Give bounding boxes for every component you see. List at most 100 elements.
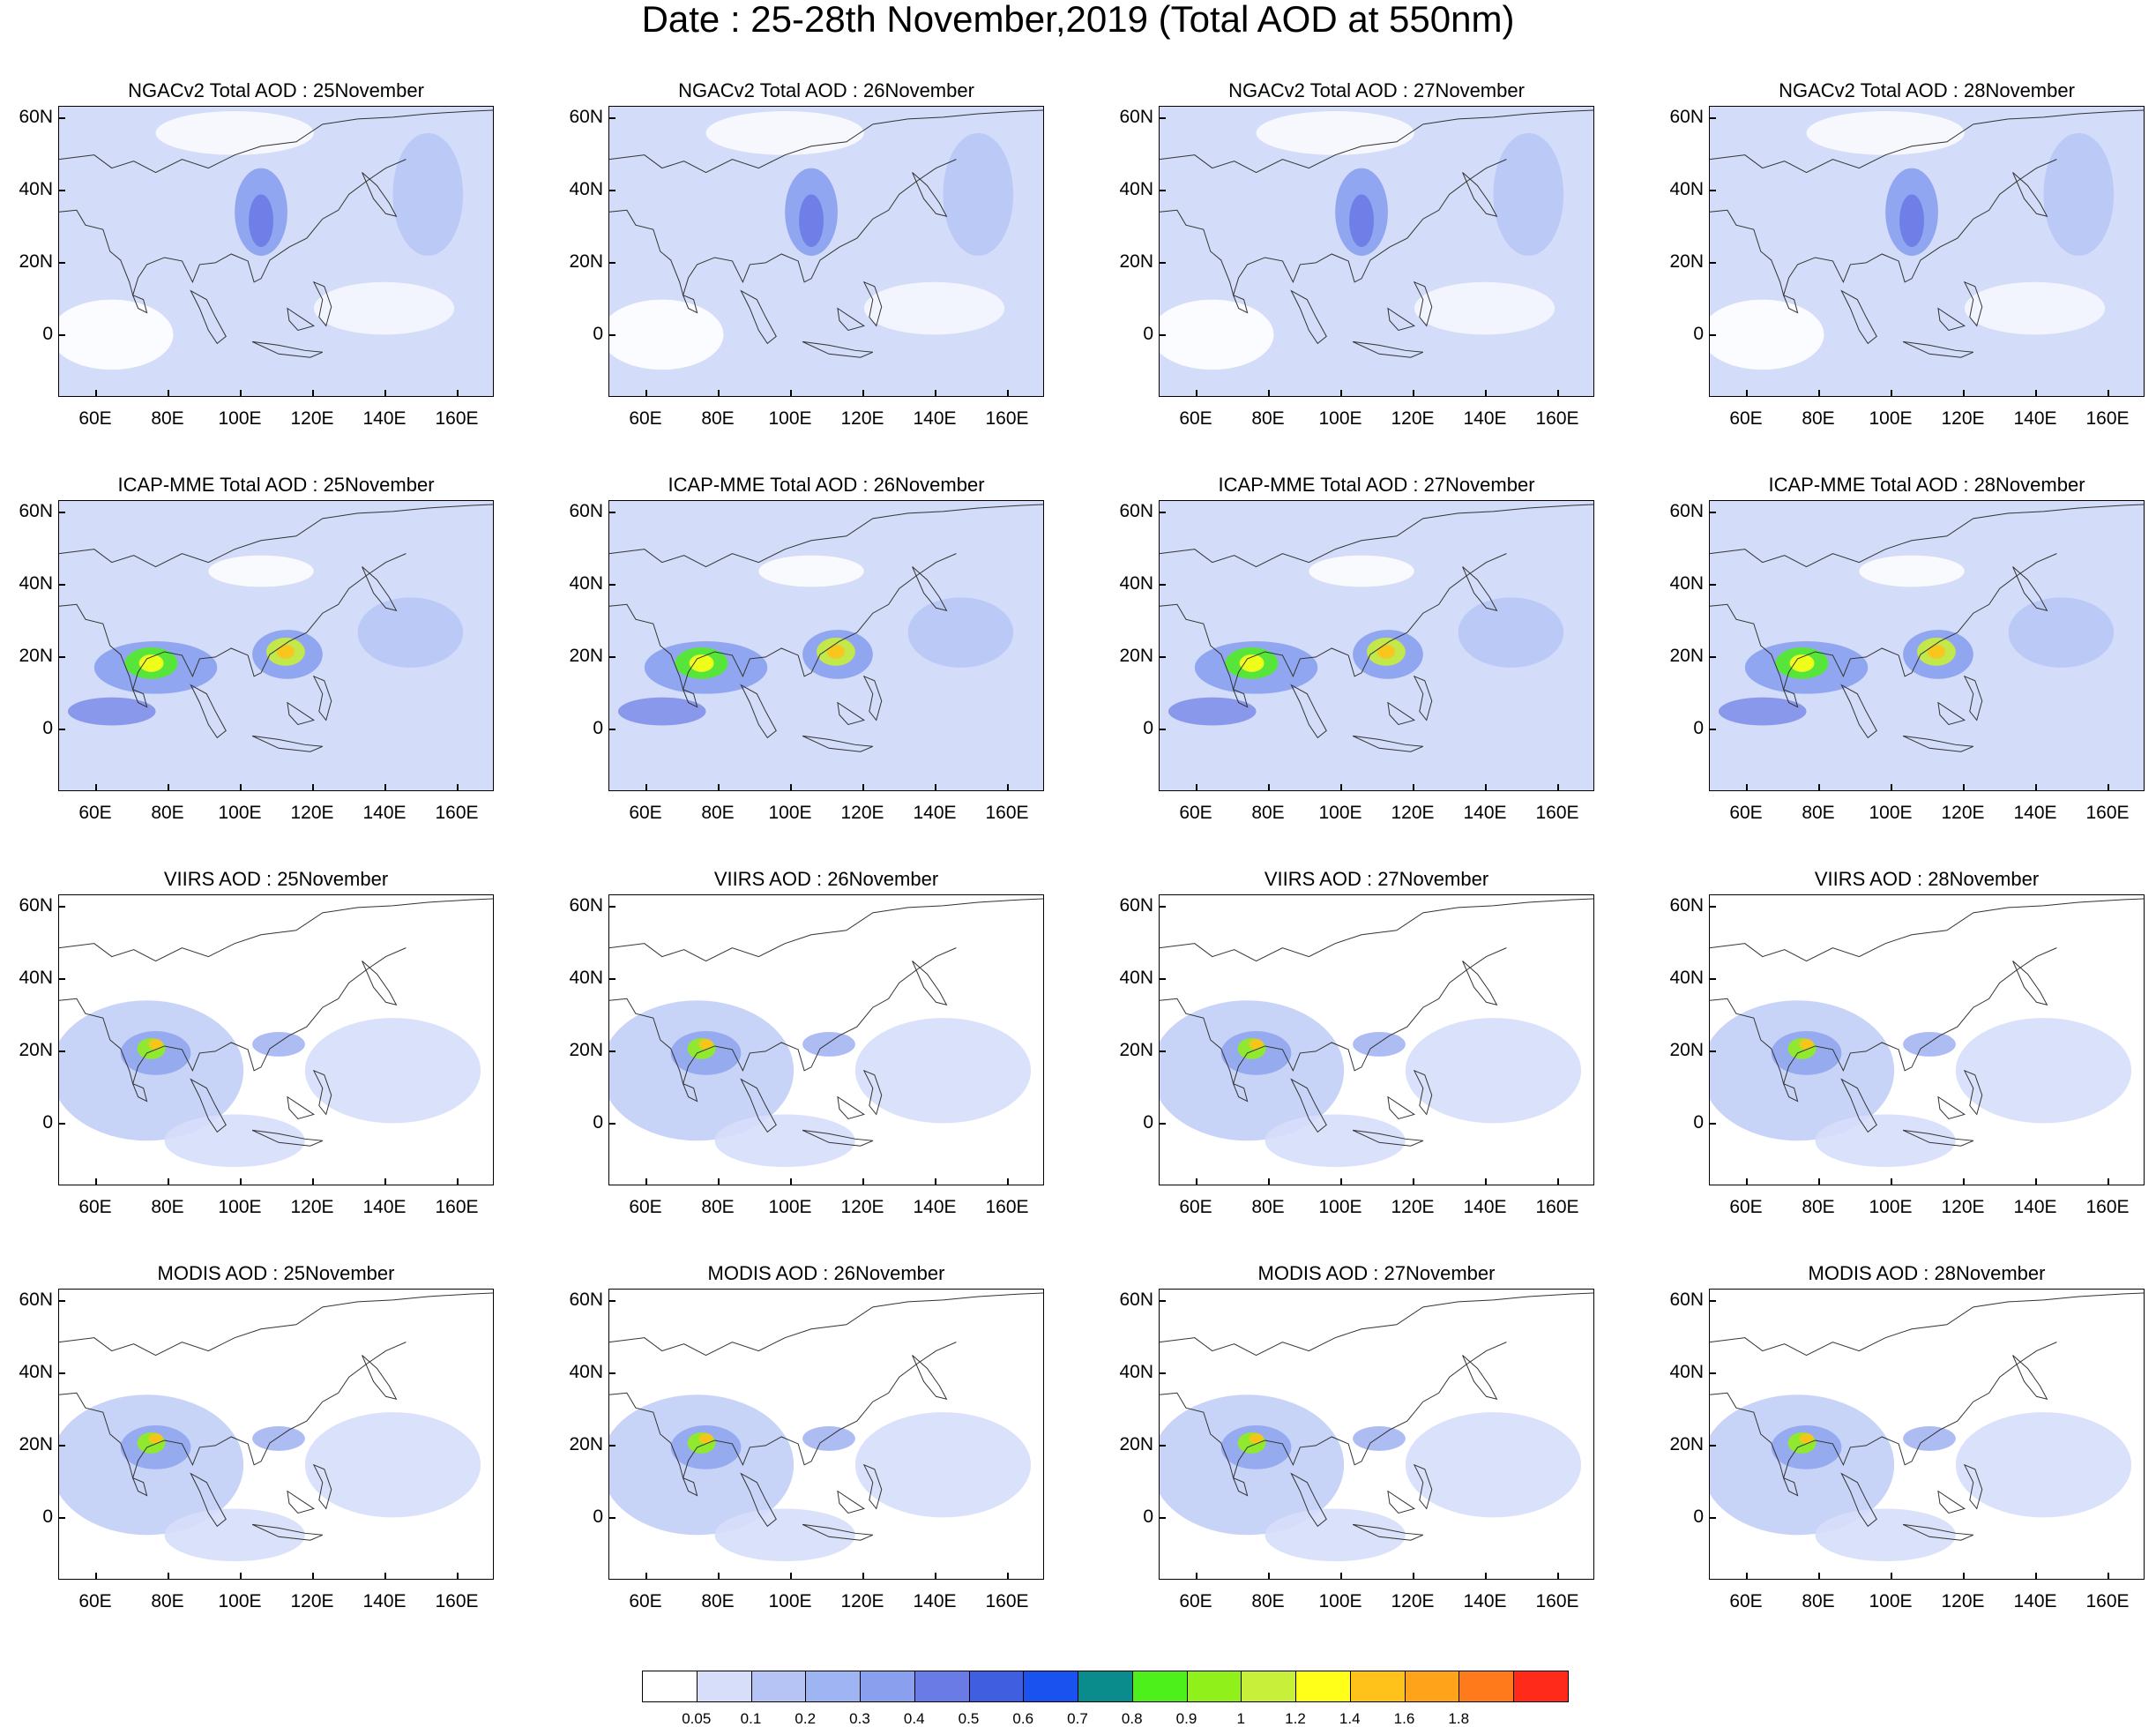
- longitude-tick-label: 160E: [2085, 803, 2130, 823]
- longitude-tick: [935, 1178, 936, 1185]
- longitude-tick-label: 160E: [435, 1591, 479, 1611]
- panel-title: MODIS AOD : 26November: [707, 1262, 945, 1284]
- latitude-tick: [608, 729, 615, 730]
- coastline: [190, 684, 227, 739]
- coastline: [59, 159, 407, 297]
- longitude-tick-label: 160E: [985, 1591, 1029, 1611]
- coastline: [862, 1463, 883, 1510]
- latitude-tick-label: 40N: [1669, 573, 1704, 594]
- longitude-tick: [384, 390, 386, 397]
- latitude-tick: [1159, 656, 1166, 658]
- aod-patch: [1903, 1426, 1956, 1451]
- coastline: [862, 280, 883, 327]
- longitude-tick: [862, 1178, 864, 1185]
- aod-field: [1710, 107, 2144, 396]
- longitude-tick-label: 140E: [913, 803, 957, 823]
- latitude-tick: [608, 1517, 615, 1519]
- longitude-tick: [312, 784, 314, 791]
- map-panel: NGACv2 Total AOD : 28November 60N 40N 20N 0 6…: [1651, 79, 2156, 474]
- longitude-tick: [1818, 784, 1820, 791]
- coastline: [1710, 1342, 2057, 1480]
- latitude-tick-label: 40N: [569, 1362, 603, 1382]
- latitude-tick: [608, 1372, 615, 1374]
- longitude-tick: [1963, 390, 1965, 397]
- coastline: [1290, 289, 1327, 345]
- longitude-tick-label: 80E: [151, 1591, 184, 1611]
- coastline: [1937, 307, 1966, 332]
- aod-patch: [802, 1032, 855, 1057]
- coastline: [1710, 947, 2057, 1086]
- coastline: [251, 1129, 323, 1147]
- aod-patch: [304, 1018, 481, 1124]
- latitude-tick: [58, 334, 65, 336]
- coastline: [912, 172, 948, 217]
- longitude-tick: [1413, 390, 1414, 397]
- coastline: [1902, 1523, 1973, 1541]
- colorbar-label: 0.05: [682, 1710, 712, 1727]
- longitude-tick-label: 140E: [362, 1197, 407, 1217]
- aod-patch: [1859, 555, 1965, 587]
- longitude-tick-label: 140E: [2013, 1197, 2057, 1217]
- colorbar-label: 0.4: [903, 1710, 925, 1727]
- longitude-tick: [1196, 1178, 1197, 1185]
- latitude-tick: [1709, 656, 1716, 658]
- aod-map: [1159, 500, 1594, 791]
- map-panel: MODIS AOD : 28November 60N 40N 20N 0 60E 80E 10…: [1651, 1262, 2156, 1656]
- aod-field: [59, 1290, 493, 1579]
- longitude-tick-label: 80E: [701, 803, 735, 823]
- aod-map: [58, 500, 494, 791]
- latitude-tick: [58, 512, 65, 513]
- longitude-tick-label: 80E: [701, 1591, 735, 1611]
- latitude-tick-label: 40N: [569, 179, 603, 199]
- latitude-tick-label: 0: [593, 718, 603, 738]
- latitude-tick: [1159, 978, 1166, 980]
- coastline: [837, 701, 866, 726]
- longitude-tick: [1196, 390, 1197, 397]
- longitude-tick: [2035, 784, 2037, 791]
- latitude-tick-label: 40N: [1119, 573, 1153, 594]
- latitude-tick: [1709, 729, 1716, 730]
- coastline: [362, 1355, 398, 1400]
- longitude-tick-label: 100E: [768, 1197, 812, 1217]
- latitude-tick: [1159, 1517, 1166, 1519]
- longitude-tick: [1007, 1178, 1009, 1185]
- panel-title: VIIRS AOD : 28November: [1814, 868, 2040, 890]
- coastline: [1937, 1095, 1966, 1120]
- coastline: [190, 1078, 227, 1133]
- longitude-tick-label: 80E: [151, 803, 184, 823]
- longitude-tick-label: 160E: [985, 408, 1029, 429]
- longitude-tick-label: 120E: [1391, 1197, 1435, 1217]
- latitude-tick-label: 20N: [1669, 1434, 1704, 1454]
- coastline: [1387, 307, 1416, 332]
- coastline: [609, 504, 1043, 568]
- coastline: [740, 684, 777, 739]
- aod-map: [608, 1289, 1044, 1580]
- panel-title: VIIRS AOD : 25November: [163, 868, 389, 890]
- coastline: [287, 1490, 316, 1514]
- latitude-tick: [608, 584, 615, 586]
- latitude-tick-label: 40N: [19, 1362, 53, 1382]
- colorbar-label: 0.1: [740, 1710, 762, 1727]
- latitude-tick-label: 20N: [569, 1434, 603, 1454]
- coastline: [609, 898, 1043, 962]
- longitude-tick: [1413, 784, 1414, 791]
- longitude-tick: [2108, 784, 2109, 791]
- aod-patch: [1265, 1508, 1406, 1562]
- latitude-tick-label: 0: [42, 1112, 53, 1133]
- aod-patch: [2043, 132, 2115, 256]
- latitude-tick: [608, 1050, 615, 1052]
- longitude-tick-label: 100E: [1869, 803, 1913, 823]
- colorbar-swatch: [914, 1671, 970, 1702]
- longitude-tick-label: 60E: [629, 1197, 662, 1217]
- coastline: [2012, 172, 2048, 217]
- latitude-tick: [58, 117, 65, 119]
- aod-patch: [164, 1508, 305, 1562]
- coastline: [190, 1472, 227, 1528]
- aod-patch: [1899, 194, 1925, 248]
- colorbar-swatch: [1131, 1671, 1188, 1702]
- longitude-tick-label: 80E: [1802, 803, 1835, 823]
- longitude-tick: [1557, 784, 1559, 791]
- aod-patch: [1405, 1018, 1582, 1124]
- coastline: [682, 294, 698, 314]
- aod-patch: [907, 597, 1014, 668]
